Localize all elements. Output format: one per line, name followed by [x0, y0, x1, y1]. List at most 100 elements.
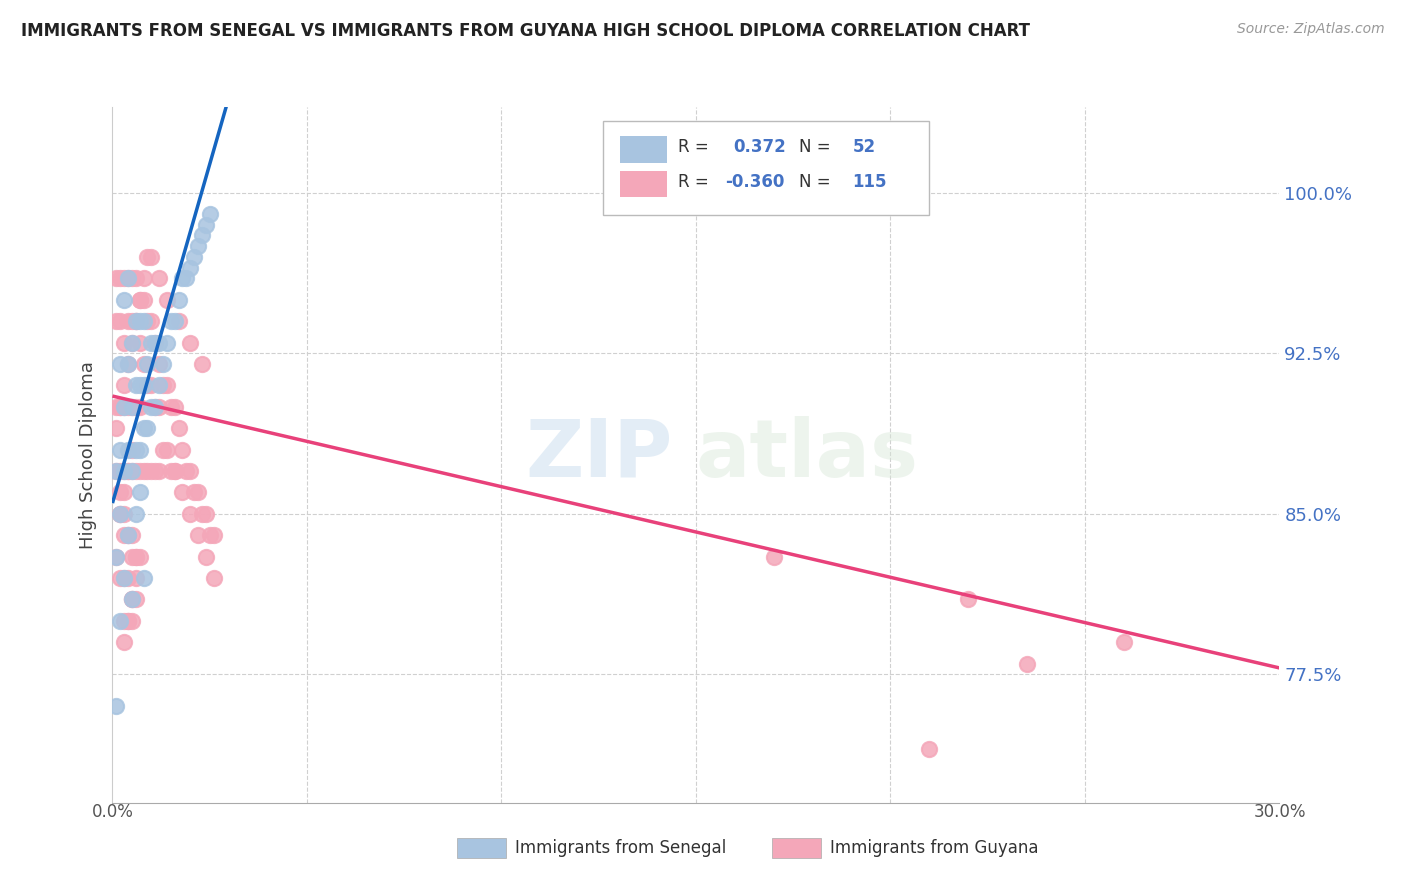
Point	[167, 421, 190, 435]
Text: R =: R =	[679, 173, 709, 191]
Point	[121, 442, 143, 457]
Point	[141, 250, 163, 264]
Point	[110, 571, 132, 585]
Text: IMMIGRANTS FROM SENEGAL VS IMMIGRANTS FROM GUYANA HIGH SCHOOL DIPLOMA CORRELATIO: IMMIGRANTS FROM SENEGAL VS IMMIGRANTS FR…	[21, 22, 1031, 40]
Point	[112, 293, 135, 307]
Point	[110, 271, 132, 285]
Point	[121, 314, 143, 328]
Point	[105, 464, 128, 478]
Point	[156, 378, 179, 392]
Point	[148, 464, 170, 478]
FancyBboxPatch shape	[772, 838, 821, 858]
Point	[172, 442, 194, 457]
Point	[163, 400, 186, 414]
Point	[105, 699, 128, 714]
Point	[128, 400, 150, 414]
Point	[183, 250, 205, 264]
Point	[125, 314, 148, 328]
Point	[117, 614, 139, 628]
Point	[163, 464, 186, 478]
Point	[112, 271, 135, 285]
Point	[187, 528, 209, 542]
Point	[176, 464, 198, 478]
Point	[121, 614, 143, 628]
Point	[176, 271, 198, 285]
Point	[112, 507, 135, 521]
Point	[117, 314, 139, 328]
Point	[132, 571, 155, 585]
Point	[125, 442, 148, 457]
Text: R =: R =	[679, 138, 709, 156]
Point	[132, 464, 155, 478]
Point	[160, 314, 183, 328]
Point	[117, 464, 139, 478]
Point	[105, 549, 128, 564]
Point	[194, 549, 217, 564]
Point	[121, 400, 143, 414]
Point	[117, 357, 139, 371]
Point	[117, 528, 139, 542]
Point	[125, 271, 148, 285]
Point	[105, 271, 128, 285]
Point	[148, 271, 170, 285]
Point	[136, 357, 159, 371]
Point	[121, 335, 143, 350]
Point	[117, 614, 139, 628]
Point	[125, 571, 148, 585]
Point	[110, 357, 132, 371]
Point	[179, 260, 201, 275]
Point	[110, 400, 132, 414]
Point	[179, 507, 201, 521]
Point	[172, 271, 194, 285]
Point	[187, 485, 209, 500]
Point	[163, 464, 186, 478]
Point	[128, 293, 150, 307]
FancyBboxPatch shape	[620, 136, 666, 162]
Point	[117, 528, 139, 542]
Point	[128, 464, 150, 478]
Text: 0.0%: 0.0%	[91, 803, 134, 821]
Point	[117, 400, 139, 414]
Point	[183, 485, 205, 500]
Point	[121, 592, 143, 607]
Point	[152, 357, 174, 371]
Point	[105, 421, 128, 435]
Point	[141, 314, 163, 328]
Point	[117, 357, 139, 371]
Point	[136, 464, 159, 478]
Point	[117, 442, 139, 457]
Point	[167, 293, 190, 307]
Point	[125, 314, 148, 328]
Point	[112, 571, 135, 585]
Text: N =: N =	[799, 138, 831, 156]
Point	[112, 335, 135, 350]
FancyBboxPatch shape	[457, 838, 506, 858]
Point	[125, 549, 148, 564]
Point	[198, 528, 221, 542]
Point	[121, 464, 143, 478]
Point	[136, 421, 159, 435]
Point	[125, 400, 148, 414]
Point	[160, 400, 183, 414]
Point	[105, 464, 128, 478]
Point	[121, 400, 143, 414]
Point	[143, 400, 166, 414]
Point	[105, 400, 128, 414]
Point	[121, 335, 143, 350]
Point	[152, 442, 174, 457]
Point	[141, 464, 163, 478]
Text: 0.372: 0.372	[734, 138, 786, 156]
Point	[110, 314, 132, 328]
Point	[136, 250, 159, 264]
Point	[202, 571, 225, 585]
Point	[128, 335, 150, 350]
Point	[141, 400, 163, 414]
Text: 115: 115	[852, 173, 887, 191]
Point	[117, 528, 139, 542]
Point	[132, 314, 155, 328]
Point	[112, 635, 135, 649]
Point	[194, 507, 217, 521]
Point	[110, 442, 132, 457]
Point	[125, 592, 148, 607]
Point	[143, 335, 166, 350]
